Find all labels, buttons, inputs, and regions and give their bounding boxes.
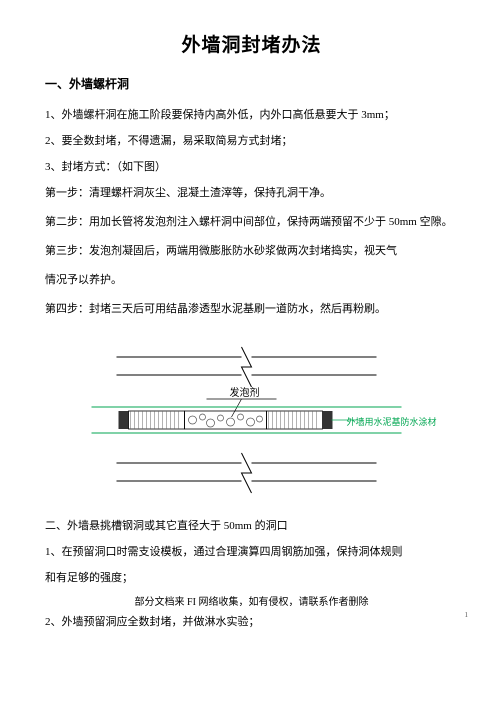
section2-item-1b: 和有足够的强度；: [45, 567, 458, 589]
page-title: 外墙洞封堵办法: [45, 30, 458, 57]
section1-step-2: 第二步：用加长管将发泡剂注入螺杆洞中间部位，保持两端预留不少于 50mm 空隙。: [45, 211, 458, 234]
section1-item-2: 2、要全数封堵，不得遗漏，易采取简易方式封堵；: [45, 130, 458, 152]
diagram-label-coating: 外墙用水泥基防水涂材: [347, 416, 437, 427]
section1-step-3a: 第三步：发泡剂凝固后，两端用微膨胀防水砂浆做两次封堵捣实，视天气: [45, 240, 458, 263]
section1-item-3: 3、封堵方式：（如下图）: [45, 156, 458, 178]
section1-step-4: 第四步：封堵三天后可用结晶渗透型水泥基刷一道防水，然后再粉刷。: [45, 298, 458, 321]
section2-item-2: 2、外墙预留洞应全数封堵，并做淋水实验；: [45, 611, 458, 633]
section2-item-1a: 1、在预留洞口时需支设模板，通过合理演算四周钢筋加强，保持洞体规则: [45, 541, 458, 563]
diagram-label-foam: 发泡剂: [230, 386, 260, 399]
section1-heading: 一、外墙螺杆洞: [45, 75, 458, 92]
construction-diagram: 发泡剂: [45, 335, 458, 505]
section1-step-3b: 情况予以养护。: [45, 269, 458, 292]
page-number: 1: [465, 611, 469, 619]
section1-step-1: 第一步：清理螺杆洞灰尘、混凝土渣滓等，保持孔洞干净。: [45, 182, 458, 205]
footer-note: 部分文档来 FI 网络收集，如有侵权，请联系作者删除: [45, 593, 458, 608]
section1-item-1: 1、外墙螺杆洞在施工阶段要保持内高外低，内外口高低悬要大于 3mm；: [45, 104, 458, 126]
section2-heading: 二、外墙悬挑槽钢洞或其它直径大于 50mm 的洞口: [45, 515, 458, 537]
